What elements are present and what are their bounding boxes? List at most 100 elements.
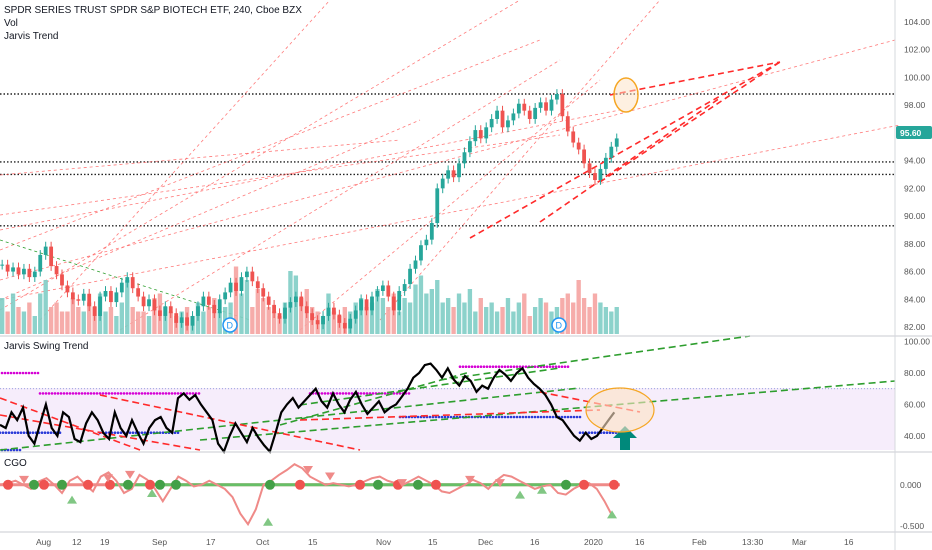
time-axis[interactable]: Aug 12 19 Sep 17 Oct 15 Nov 15 Dec 16 2020 16 Feb 13:3… — [36, 537, 854, 547]
candle-body — [506, 120, 510, 128]
candle-body — [402, 284, 407, 291]
cgo-signal-triangle — [607, 510, 617, 519]
swing-support-dot — [119, 431, 123, 435]
swing-resistance-dot — [545, 365, 549, 369]
trendline-thin — [39, 0, 331, 321]
swing-support-dot — [407, 415, 411, 419]
price-tick-label: 92.00 — [904, 183, 926, 193]
time-tick-label: 16 — [530, 537, 540, 547]
volume-bar — [152, 298, 157, 334]
volume-bar — [331, 311, 337, 334]
cgo-signal-dot — [265, 479, 275, 490]
cgo-tick-label: -0.500 — [900, 521, 924, 531]
volume-bar — [462, 302, 467, 334]
candle-body — [32, 271, 37, 278]
price-tick-label: 98.00 — [904, 100, 926, 110]
swing-trend-green — [0, 387, 581, 451]
swing-support-dot — [536, 415, 540, 419]
swing-support-dot — [40, 431, 44, 435]
swing-resistance-dot — [188, 392, 192, 395]
volume-bar — [511, 311, 516, 334]
swing-trend-green — [199, 380, 896, 441]
swing-resistance-dot — [557, 365, 561, 369]
trendline-thin — [0, 134, 561, 216]
volume-bar — [103, 311, 108, 334]
swing-resistance-dot — [12, 371, 16, 375]
volume-bar — [489, 302, 494, 334]
volume-bar — [429, 289, 434, 334]
candle-body — [500, 110, 505, 128]
candle-body — [250, 271, 255, 282]
candle-body — [5, 264, 10, 272]
price-tick-label: 102.00 — [904, 45, 930, 55]
swing-line — [0, 362, 616, 454]
swing-support-dot — [497, 415, 501, 419]
swing-resistance-dot — [101, 392, 105, 395]
candle-body — [386, 285, 391, 297]
volume-bar — [451, 307, 456, 334]
swing-trend-red — [99, 394, 361, 451]
swing-resistance-dot — [0, 371, 4, 375]
swing-resistance-dot — [176, 392, 180, 395]
candle-body — [380, 285, 385, 291]
volume-bar — [16, 307, 21, 334]
swing-resistance-dot — [407, 392, 411, 395]
volume-bar — [43, 280, 48, 334]
swing-resistance-dot — [50, 392, 54, 395]
swing-resistance-dot — [65, 392, 69, 395]
volume-bar — [130, 307, 135, 334]
cgo-signal-triangle — [125, 470, 135, 479]
candle-body — [304, 306, 309, 314]
volume-bar — [494, 311, 500, 334]
swing-resistance-dot — [365, 392, 369, 395]
cgo-signal-triangle — [263, 517, 273, 526]
swing-resistance-dot — [104, 392, 108, 395]
time-tick-label: 17 — [206, 537, 216, 547]
volume-bar — [119, 302, 124, 334]
volume-bar — [484, 307, 489, 334]
swing-support-dot — [15, 448, 19, 452]
candle-body — [0, 264, 5, 266]
swing-resistance-dot — [71, 392, 75, 395]
trendline-thin — [0, 139, 401, 176]
swing-support-dot — [545, 415, 549, 419]
swing-resistance-dot — [128, 392, 132, 395]
swing-tick-label: 100.00 — [904, 337, 930, 347]
cgo-tick-label: 0.000 — [900, 480, 922, 490]
symbol-title: SPDR SERIES TRUST SPDR S&P BIOTECH ETF, … — [4, 5, 302, 16]
swing-resistance-dot — [563, 365, 567, 369]
trendline-thin — [0, 124, 901, 301]
candle-body — [478, 130, 483, 139]
price-axis[interactable]: 104.00102.00100.0098.0096.0094.0092.0090… — [900, 17, 930, 531]
swing-support-dot — [437, 415, 441, 419]
swing-support-dot — [173, 431, 177, 435]
candle-body — [109, 290, 113, 303]
swing-support-dot — [46, 431, 50, 435]
candle-body — [70, 292, 75, 300]
candle-body — [152, 299, 157, 311]
time-tick-label: Oct — [256, 537, 270, 547]
swing-resistance-dot — [44, 392, 48, 395]
swing-tick-label: 60.00 — [904, 399, 926, 409]
swing-support-dot — [482, 415, 486, 419]
swing-resistance-dot — [173, 392, 177, 395]
candle-body — [114, 292, 119, 303]
candle-body — [315, 320, 320, 325]
swing-resistance-dot — [512, 365, 516, 369]
swing-resistance-dot — [458, 365, 462, 369]
swing-support-dot — [593, 431, 597, 435]
candle-body — [255, 281, 260, 289]
swing-resistance-dot — [89, 392, 93, 395]
candle-body — [310, 313, 315, 321]
cgo-signal-dot — [373, 479, 383, 490]
swing-support-dot — [434, 415, 438, 419]
volume-bar — [587, 307, 592, 334]
candle-body — [261, 288, 266, 297]
candle-body — [544, 102, 548, 111]
time-tick-label: 2020 — [584, 537, 603, 547]
price-tick-label: 94.00 — [904, 156, 926, 166]
swing-support-dot — [569, 415, 573, 419]
volume-bar — [299, 298, 304, 334]
candle-body — [125, 277, 130, 283]
